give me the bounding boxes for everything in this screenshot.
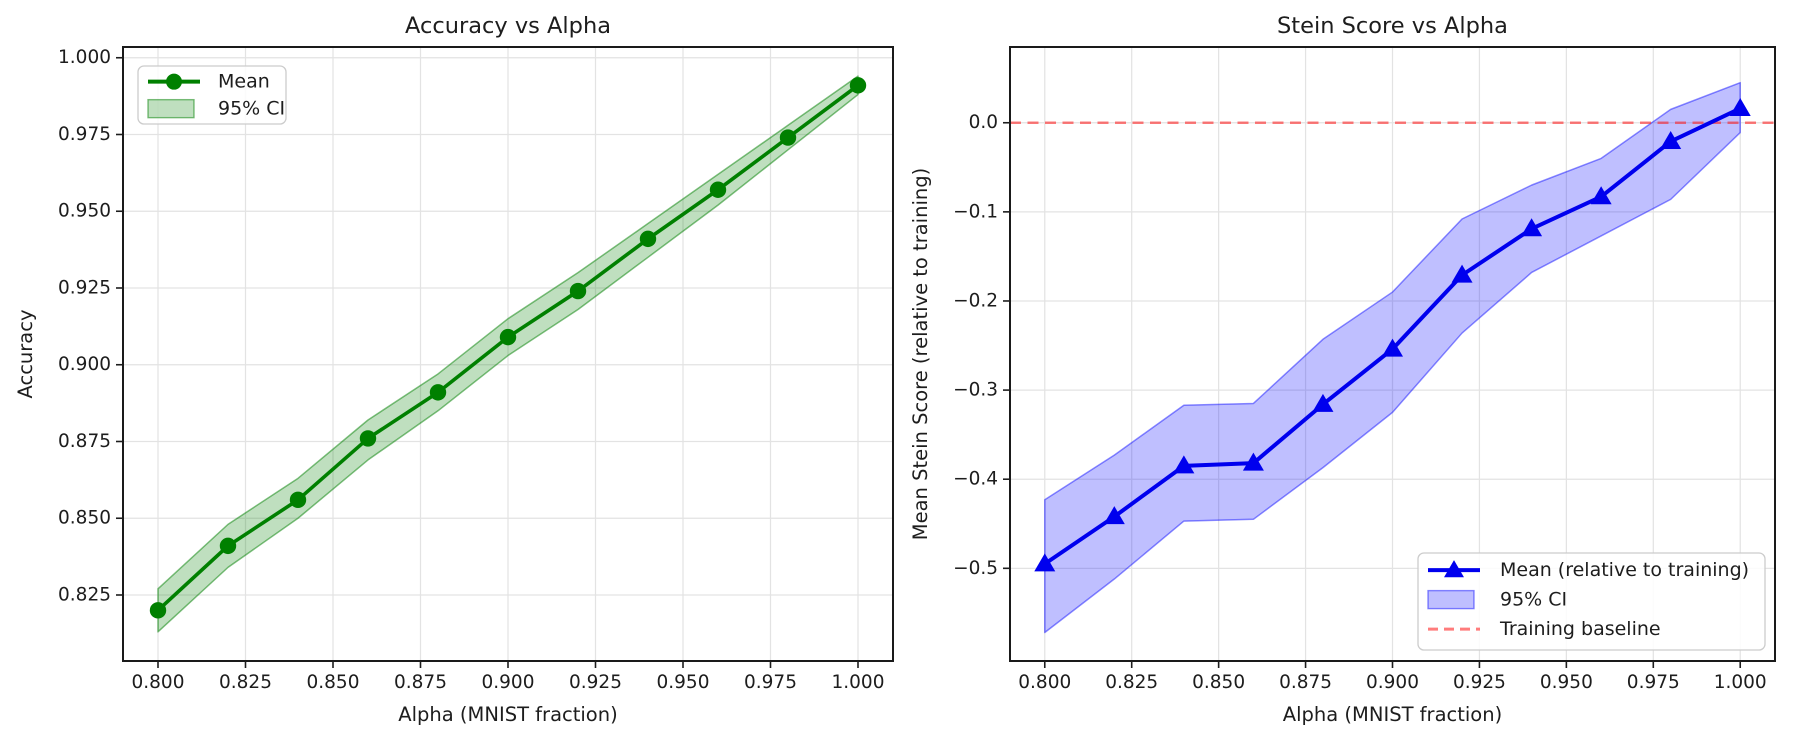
y-tick-label: −0.2 (953, 290, 998, 311)
legend-marker-sample (166, 73, 182, 90)
y-tick-label: 0.875 (58, 431, 111, 452)
data-point (289, 491, 307, 509)
x-tick-label: 0.950 (1540, 672, 1593, 693)
data-point (1451, 264, 1473, 283)
legend-label: Mean (relative to training) (1500, 559, 1749, 581)
legend: Mean (relative to training) 95% CI Trainin… (1417, 552, 1766, 651)
data-point (569, 282, 587, 300)
legend: Mean 95% CI (137, 65, 287, 125)
ticks (1003, 121, 1742, 668)
x-tick-label: 0.925 (1453, 672, 1506, 693)
x-tick-label: 0.925 (569, 672, 622, 693)
x-tick-label: 0.900 (1366, 672, 1419, 693)
data-points (149, 77, 867, 619)
data-point (1590, 186, 1612, 205)
ci-band (1044, 81, 1741, 634)
y-tick-label: 0.925 (58, 277, 111, 298)
y-tick-label: 0.825 (58, 584, 111, 605)
y-tick-label: −0.4 (953, 469, 998, 490)
x-tick-label: 1.000 (832, 672, 885, 693)
x-axis-label: Alpha (MNIST fraction) (1283, 703, 1502, 726)
data-point (429, 384, 447, 401)
x-tick-label: 0.800 (132, 672, 185, 693)
legend-label: 95% CI (218, 98, 285, 120)
stein-score-chart: 0.800 0.825 0.850 0.875 0.900 0.925 0.950 0.975… (909, 13, 1776, 726)
data-point (149, 602, 167, 619)
data-point (1242, 452, 1264, 471)
chart-title: Stein Score vs Alpha (1277, 13, 1508, 39)
data-point (709, 181, 727, 198)
data-points (1034, 97, 1751, 572)
ticks (116, 56, 859, 668)
legend-patch-sample (1427, 589, 1475, 610)
legend-label: Training baseline (1499, 618, 1661, 640)
data-point (1729, 97, 1751, 116)
accuracy-chart: 0.800 0.825 0.850 0.875 0.900 0.925 0.950 0.975… (14, 13, 894, 726)
y-tick-label: 0.900 (58, 354, 111, 375)
x-axis-label: Alpha (MNIST fraction) (398, 703, 617, 726)
x-tick-label: 0.950 (657, 672, 710, 693)
x-tick-label: 0.800 (1018, 672, 1071, 693)
data-point (1034, 553, 1056, 572)
data-point (1103, 506, 1125, 525)
x-tick-label: 0.825 (219, 672, 272, 693)
x-tick-label: 0.875 (394, 672, 447, 693)
x-tick-label: 0.975 (1627, 672, 1680, 693)
data-point (219, 537, 237, 555)
data-point (779, 129, 797, 146)
grid (123, 47, 893, 661)
data-point (849, 77, 867, 94)
x-tick-label: 0.900 (482, 672, 535, 693)
data-point (1173, 455, 1195, 474)
legend-box (1417, 552, 1766, 651)
data-point (1312, 393, 1334, 412)
y-axis-label: Accuracy (14, 309, 37, 398)
x-tick-label: 0.850 (1192, 672, 1245, 693)
y-tick-label: 1.000 (58, 47, 111, 68)
chart-title: Accuracy vs Alpha (405, 13, 611, 39)
x-tick-label: 1.000 (1714, 672, 1767, 693)
data-point (1521, 218, 1543, 237)
y-tick-label: −0.1 (953, 201, 998, 222)
x-tick-label: 0.825 (1105, 672, 1158, 693)
x-tick-label: 0.975 (744, 672, 797, 693)
legend-label: Mean (218, 71, 270, 93)
legend-label: 95% CI (1500, 589, 1567, 611)
y-tick-label: 0.0 (969, 112, 998, 133)
y-tick-label: 0.950 (58, 201, 111, 222)
y-tick-label: 0.850 (58, 508, 111, 529)
data-point (639, 230, 657, 248)
legend-patch-sample (147, 98, 195, 119)
data-point (1660, 130, 1682, 149)
y-axis-label: Mean Stein Score (relative to training) (909, 168, 932, 540)
y-tick-label: −0.5 (953, 558, 998, 579)
x-tick-label: 0.875 (1279, 672, 1332, 693)
data-point (359, 430, 377, 447)
legend-marker-sample (1444, 560, 1464, 578)
data-point (1382, 338, 1403, 357)
tick-labels: 0.800 0.825 0.850 0.875 0.900 0.925 0.950 0.975… (953, 112, 1767, 693)
y-tick-label: −0.3 (953, 380, 998, 401)
tick-labels: 0.800 0.825 0.850 0.875 0.900 0.925 0.950 0.975… (58, 47, 884, 693)
data-point (499, 328, 517, 346)
x-tick-label: 0.850 (307, 672, 360, 693)
y-tick-label: 0.975 (58, 124, 111, 145)
